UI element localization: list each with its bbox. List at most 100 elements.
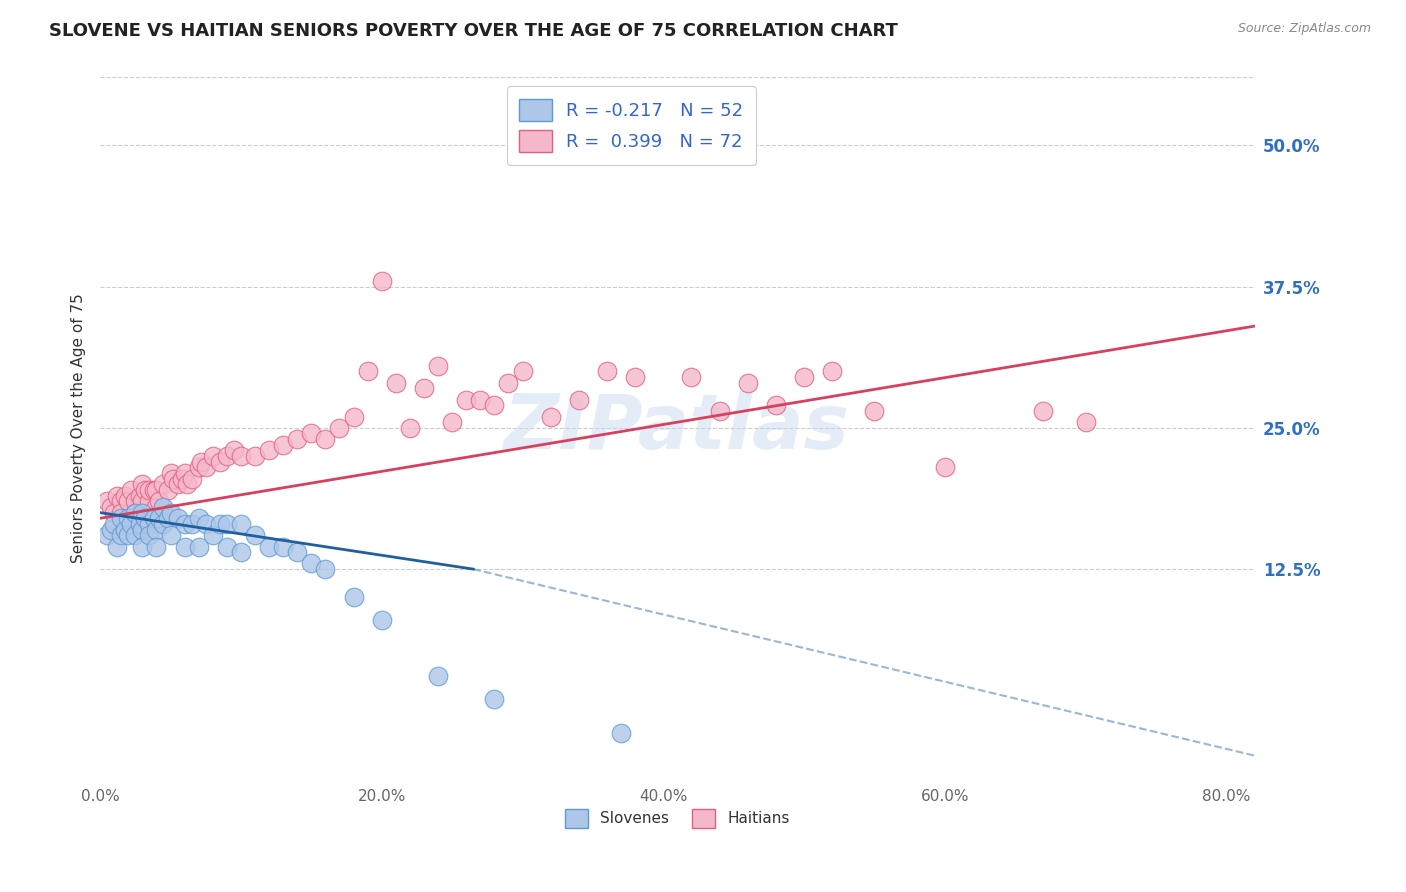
Point <box>187 511 209 525</box>
Point <box>568 392 591 407</box>
Point <box>512 364 534 378</box>
Point <box>142 511 165 525</box>
Point <box>709 404 731 418</box>
Point <box>142 483 165 497</box>
Point <box>173 540 195 554</box>
Text: Source: ZipAtlas.com: Source: ZipAtlas.com <box>1237 22 1371 36</box>
Point <box>110 528 132 542</box>
Point <box>156 511 179 525</box>
Point <box>441 415 464 429</box>
Point <box>194 516 217 531</box>
Point <box>681 370 703 384</box>
Point <box>314 432 336 446</box>
Point <box>821 364 844 378</box>
Point <box>138 483 160 497</box>
Point <box>1074 415 1097 429</box>
Point <box>138 494 160 508</box>
Point <box>124 506 146 520</box>
Point <box>427 669 450 683</box>
Point <box>148 494 170 508</box>
Point <box>124 494 146 508</box>
Point <box>540 409 562 424</box>
Point <box>370 613 392 627</box>
Point <box>299 557 322 571</box>
Point <box>399 421 422 435</box>
Point <box>187 460 209 475</box>
Point <box>134 511 156 525</box>
Point <box>498 376 520 390</box>
Point <box>114 489 136 503</box>
Point <box>328 421 350 435</box>
Point <box>484 398 506 412</box>
Point <box>190 455 212 469</box>
Point <box>138 528 160 542</box>
Point <box>110 506 132 520</box>
Point <box>624 370 647 384</box>
Point <box>285 432 308 446</box>
Point <box>105 489 128 503</box>
Point <box>180 516 202 531</box>
Point <box>342 409 364 424</box>
Point <box>208 516 231 531</box>
Point <box>173 516 195 531</box>
Point <box>120 516 142 531</box>
Point <box>128 516 150 531</box>
Point <box>201 528 224 542</box>
Point <box>145 523 167 537</box>
Point <box>128 489 150 503</box>
Point <box>201 449 224 463</box>
Point <box>793 370 815 384</box>
Point <box>166 511 188 525</box>
Legend: Slovenes, Haitians: Slovenes, Haitians <box>560 803 796 834</box>
Point <box>342 591 364 605</box>
Point <box>222 443 245 458</box>
Text: ZIPatlas: ZIPatlas <box>505 391 851 465</box>
Point <box>162 472 184 486</box>
Point <box>194 460 217 475</box>
Point <box>456 392 478 407</box>
Point <box>114 523 136 537</box>
Point <box>159 466 181 480</box>
Point <box>145 500 167 514</box>
Point <box>271 540 294 554</box>
Point <box>356 364 378 378</box>
Point <box>470 392 492 407</box>
Point <box>110 511 132 525</box>
Point <box>427 359 450 373</box>
Point <box>229 545 252 559</box>
Point <box>96 494 118 508</box>
Point <box>96 528 118 542</box>
Point <box>120 483 142 497</box>
Point <box>131 523 153 537</box>
Point <box>152 516 174 531</box>
Point <box>105 540 128 554</box>
Point <box>285 545 308 559</box>
Point <box>173 466 195 480</box>
Point <box>413 381 436 395</box>
Point <box>176 477 198 491</box>
Point <box>314 562 336 576</box>
Point <box>124 528 146 542</box>
Point <box>596 364 619 378</box>
Point <box>131 540 153 554</box>
Point <box>863 404 886 418</box>
Point <box>243 449 266 463</box>
Point <box>257 540 280 554</box>
Point <box>159 506 181 520</box>
Point <box>100 500 122 514</box>
Point <box>152 477 174 491</box>
Point <box>110 494 132 508</box>
Point <box>737 376 759 390</box>
Point <box>117 494 139 508</box>
Y-axis label: Seniors Poverty Over the Age of 75: Seniors Poverty Over the Age of 75 <box>72 293 86 563</box>
Point <box>152 500 174 514</box>
Point <box>117 528 139 542</box>
Point <box>159 528 181 542</box>
Point <box>134 483 156 497</box>
Point <box>145 483 167 497</box>
Point <box>257 443 280 458</box>
Point <box>229 449 252 463</box>
Point <box>170 472 193 486</box>
Point <box>131 477 153 491</box>
Point <box>208 455 231 469</box>
